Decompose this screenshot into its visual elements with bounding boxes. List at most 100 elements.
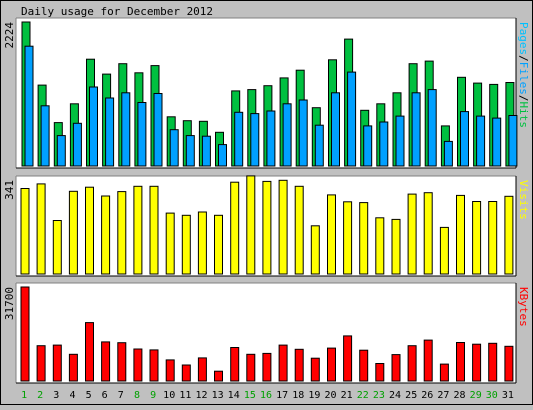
side-label-part: Pages xyxy=(517,22,530,55)
day-label-10: 10 xyxy=(163,390,175,401)
day-label-31: 31 xyxy=(502,390,514,401)
day-label-9: 9 xyxy=(150,390,156,401)
bar-kbytes-kbytes-day-11 xyxy=(181,364,191,382)
bar-hits-files-day-22 xyxy=(363,125,373,167)
side-label-kbytes: KBytes xyxy=(517,287,530,327)
day-label-21: 21 xyxy=(341,390,353,401)
bar-hits-files-day-5 xyxy=(89,86,98,167)
bar-visits-visits-day-24 xyxy=(391,218,401,275)
bar-hits-files-day-7 xyxy=(121,92,131,167)
bar-visits-visits-day-10 xyxy=(165,212,175,275)
bar-hits-files-day-31 xyxy=(508,115,518,167)
day-label-15: 15 xyxy=(244,390,256,401)
day-label-2: 2 xyxy=(37,390,43,401)
bar-visits-visits-day-6 xyxy=(101,195,111,275)
bar-visits-visits-day-28 xyxy=(456,194,465,275)
bar-hits-files-day-29 xyxy=(476,115,486,167)
day-label-16: 16 xyxy=(260,390,272,401)
bar-kbytes-kbytes-day-7 xyxy=(117,342,127,382)
day-label-22: 22 xyxy=(357,390,369,401)
bar-hits-files-day-2 xyxy=(40,105,50,167)
bar-hits-files-day-23 xyxy=(379,121,389,167)
day-label-11: 11 xyxy=(179,390,191,401)
bar-kbytes-kbytes-day-15 xyxy=(246,353,256,382)
day-label-24: 24 xyxy=(389,390,401,401)
bar-kbytes-kbytes-day-22 xyxy=(359,349,369,382)
bar-visits-visits-day-15 xyxy=(246,175,256,275)
bar-visits-visits-day-18 xyxy=(294,185,304,275)
bar-hits-files-day-12 xyxy=(201,135,211,167)
bar-visits-visits-day-17 xyxy=(278,179,288,275)
side-label-part: / xyxy=(517,55,530,62)
side-label-hits: Pages/Files/Hits xyxy=(517,22,530,128)
side-label-part: KBytes xyxy=(517,287,530,327)
day-label-28: 28 xyxy=(453,390,465,401)
bar-kbytes-kbytes-day-24 xyxy=(391,354,401,382)
bar-kbytes-kbytes-day-26 xyxy=(423,339,433,382)
bar-kbytes-kbytes-day-13 xyxy=(214,370,223,382)
day-label-3: 3 xyxy=(53,390,59,401)
day-label-6: 6 xyxy=(102,390,108,401)
bar-hits-files-day-16 xyxy=(266,110,276,167)
day-label-26: 26 xyxy=(421,390,433,401)
side-label-part: / xyxy=(517,95,530,102)
bar-kbytes-kbytes-day-19 xyxy=(310,357,320,382)
bar-kbytes-kbytes-day-3 xyxy=(52,344,62,382)
bar-kbytes-kbytes-day-10 xyxy=(165,359,175,382)
bar-hits-files-day-9 xyxy=(153,93,163,167)
bar-kbytes-kbytes-day-8 xyxy=(133,348,143,382)
day-label-5: 5 xyxy=(86,390,92,401)
bar-kbytes-kbytes-day-21 xyxy=(343,335,353,382)
bar-hits-files-day-21 xyxy=(347,71,357,167)
bar-kbytes-kbytes-day-29 xyxy=(472,343,482,382)
day-label-18: 18 xyxy=(292,390,304,401)
day-label-1: 1 xyxy=(21,390,27,401)
bar-hits-files-day-6 xyxy=(105,97,115,167)
bar-visits-visits-day-1 xyxy=(20,188,30,275)
bar-hits-files-day-28 xyxy=(460,111,469,167)
bar-kbytes-kbytes-day-28 xyxy=(456,342,465,382)
bar-visits-visits-day-16 xyxy=(262,180,272,275)
bar-visits-visits-day-26 xyxy=(423,192,433,275)
bar-visits-visits-day-25 xyxy=(407,193,417,275)
bar-kbytes-kbytes-day-5 xyxy=(85,322,94,382)
day-label-13: 13 xyxy=(212,390,224,401)
bar-kbytes-kbytes-day-20 xyxy=(327,347,336,382)
day-label-4: 4 xyxy=(69,390,75,401)
day-label-12: 12 xyxy=(195,390,207,401)
side-label-visits: Visits xyxy=(517,180,530,220)
day-label-17: 17 xyxy=(276,390,288,401)
day-label-29: 29 xyxy=(470,390,482,401)
max-label-visits: 341 xyxy=(3,180,16,200)
bar-kbytes-kbytes-day-17 xyxy=(278,344,288,382)
day-label-8: 8 xyxy=(134,390,140,401)
bar-visits-visits-day-9 xyxy=(149,185,159,275)
day-label-25: 25 xyxy=(405,390,417,401)
side-label-part: Hits xyxy=(517,102,530,129)
day-label-23: 23 xyxy=(373,390,385,401)
bar-kbytes-kbytes-day-16 xyxy=(262,352,272,382)
bar-hits-files-day-15 xyxy=(250,113,260,167)
bar-hits-files-day-4 xyxy=(72,122,82,167)
day-label-30: 30 xyxy=(486,390,498,401)
day-label-20: 20 xyxy=(324,390,336,401)
bar-hits-files-day-27 xyxy=(443,140,453,167)
bar-hits-files-day-18 xyxy=(298,99,308,167)
day-label-27: 27 xyxy=(437,390,449,401)
side-label-part: Visits xyxy=(517,180,530,220)
day-label-7: 7 xyxy=(118,390,124,401)
bar-visits-visits-day-20 xyxy=(327,194,336,275)
day-label-14: 14 xyxy=(228,390,240,401)
bar-kbytes-kbytes-day-1 xyxy=(20,286,30,382)
bar-visits-visits-day-27 xyxy=(439,226,449,275)
bar-kbytes-kbytes-day-25 xyxy=(407,345,417,382)
bar-hits-files-day-20 xyxy=(331,92,340,167)
bar-visits-visits-day-30 xyxy=(488,201,498,275)
chart-title: Daily usage for December 2012 xyxy=(21,5,213,18)
bar-kbytes-kbytes-day-31 xyxy=(504,345,514,382)
max-label-kbytes: 31700 xyxy=(3,287,16,320)
side-label-part: Files xyxy=(517,62,530,95)
bar-visits-visits-day-29 xyxy=(472,201,482,275)
